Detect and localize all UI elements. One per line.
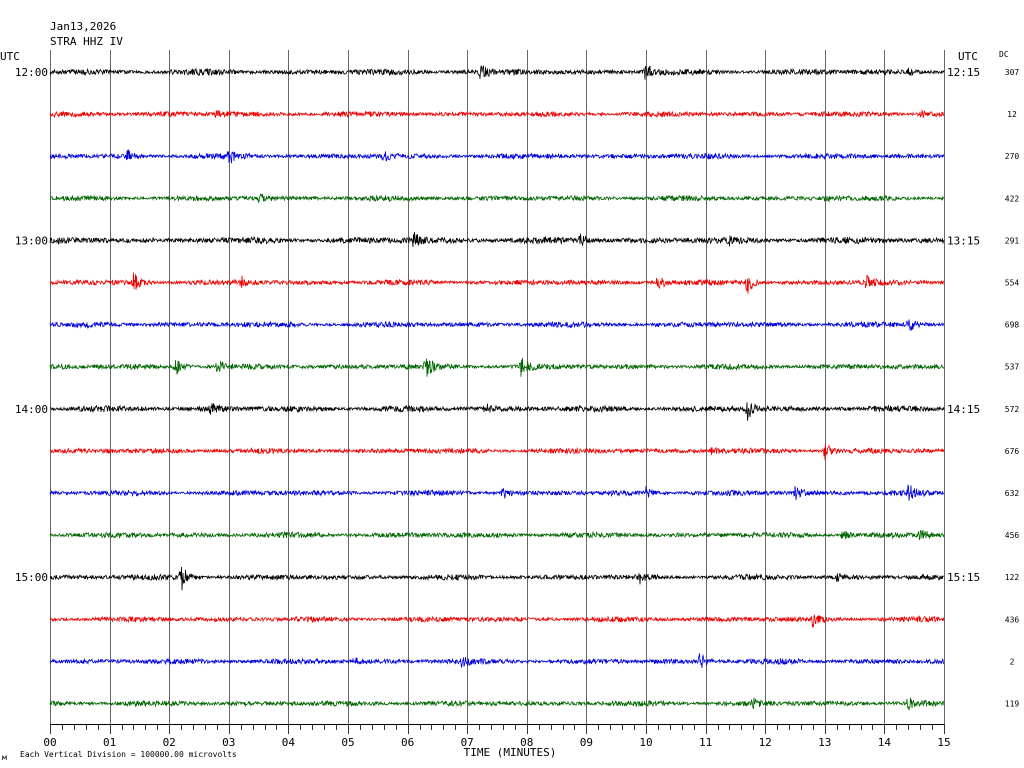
- mini-mark: м: [2, 753, 7, 762]
- x-axis-label: TIME (MINUTES): [464, 746, 557, 759]
- x-tick-label-00: 00: [43, 736, 56, 749]
- trace-row-1200: [49, 65, 945, 80]
- dc-value-row-1: 12: [1007, 110, 1017, 119]
- x-tick-label-05: 05: [341, 736, 354, 749]
- dc-value-row-12: 122: [1005, 573, 1020, 582]
- dc-value-row-6: 698: [1005, 321, 1020, 330]
- right-time-label-1515: 15:15: [947, 571, 980, 584]
- x-tick-label-08: 08: [520, 736, 533, 749]
- left-time-label-1400: 14:00: [15, 403, 48, 416]
- x-tick-label-02: 02: [163, 736, 176, 749]
- trace-row-1415: [49, 444, 945, 461]
- division-note: Each Vertical Division = 100000.00 micro…: [20, 750, 237, 759]
- dc-value-row-15: 119: [1005, 700, 1020, 709]
- dc-value-row-5: 554: [1005, 279, 1020, 288]
- trace-row-1215: [49, 109, 945, 119]
- trace-row-1315: [49, 272, 945, 294]
- x-axis: 00 01 02 03 04 05 06 07 08 09 10 11 12 13 14 15 TIME (MI…: [43, 724, 951, 759]
- trace-row-1445: [49, 529, 945, 541]
- right-time-label-1415: 14:15: [947, 403, 980, 416]
- x-tick-label-14: 14: [878, 736, 892, 749]
- dc-value-row-4: 291: [1005, 236, 1020, 245]
- dc-value-row-2: 270: [1005, 152, 1020, 161]
- dc-label: DC: [999, 50, 1009, 59]
- dc-value-row-10: 632: [1005, 489, 1020, 498]
- right-time-label-1315: 13:15: [947, 234, 980, 247]
- dc-value-row-13: 436: [1005, 615, 1020, 624]
- x-tick-label-03: 03: [222, 736, 235, 749]
- trace-row-1400: [49, 402, 945, 421]
- left-time-label-1500: 15:00: [15, 571, 48, 584]
- left-time-label-1300: 13:00: [15, 234, 48, 247]
- utc-left-label: UTC: [0, 50, 20, 63]
- trace-row-1500: [49, 566, 945, 591]
- trace-row-1300: [49, 231, 945, 247]
- trace-row-1330: [49, 319, 945, 331]
- trace-row-1515: [49, 614, 945, 628]
- x-tick-label-07: 07: [461, 736, 474, 749]
- trace-row-1345: [49, 357, 945, 377]
- x-tick-label-12: 12: [759, 736, 772, 749]
- x-tick-label-10: 10: [639, 736, 652, 749]
- dc-value-row-8: 572: [1005, 405, 1020, 414]
- x-tick-label-09: 09: [580, 736, 593, 749]
- left-time-label-1200: 12:00: [15, 66, 48, 79]
- plot-grid: [50, 50, 945, 725]
- x-tick-label-06: 06: [401, 736, 414, 749]
- dc-value-row-9: 676: [1005, 447, 1020, 456]
- x-tick-label-11: 11: [699, 736, 712, 749]
- row-labels: 307 12 270 422 291 554 698 537 572 676 632 456 122 43…: [15, 66, 1020, 709]
- dc-value-row-0: 307: [1005, 68, 1020, 77]
- date-label: Jan13,2026: [50, 20, 117, 33]
- x-tick-label-15: 15: [937, 736, 950, 749]
- x-tick-label-01: 01: [103, 736, 116, 749]
- trace-row-1530: [49, 653, 944, 669]
- dc-value-row-11: 456: [1005, 531, 1020, 540]
- trace-row-1545: [49, 697, 945, 711]
- right-time-label-1215: 12:15: [947, 66, 980, 79]
- dc-value-row-3: 422: [1005, 194, 1020, 203]
- trace-row-1245: [50, 193, 945, 203]
- trace-row-1230: [49, 149, 945, 164]
- x-tick-label-04: 04: [282, 736, 296, 749]
- utc-right-label: UTC: [958, 50, 978, 63]
- station-label: STRA HHZ IV: [50, 35, 123, 48]
- trace-group: [49, 65, 945, 711]
- x-tick-label-13: 13: [818, 736, 831, 749]
- dc-value-row-14: 2: [1010, 657, 1015, 666]
- trace-row-1430: [49, 484, 945, 501]
- dc-value-row-7: 537: [1005, 363, 1020, 372]
